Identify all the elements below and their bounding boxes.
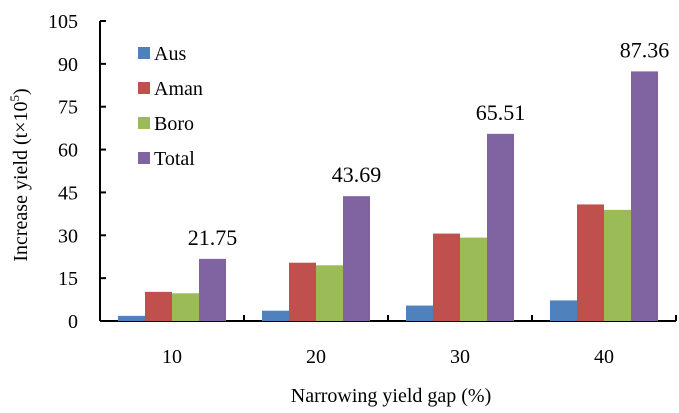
x-axis-title: Narrowing yield gap (%) xyxy=(291,385,492,407)
legend-swatch-aman xyxy=(138,82,150,94)
y-tick-label: 30 xyxy=(58,225,78,247)
x-tick-label: 40 xyxy=(594,346,614,368)
y-tick-label: 90 xyxy=(58,54,78,76)
legend-label: Aman xyxy=(154,78,203,100)
bar-aman-10 xyxy=(145,291,172,321)
bars xyxy=(118,71,658,322)
bar-aus-20 xyxy=(262,310,289,321)
x-tick-label: 10 xyxy=(162,346,182,368)
legend-swatch-boro xyxy=(138,117,150,129)
bar-aman-30 xyxy=(433,233,460,321)
y-axis-title: Increase yield (t×105) xyxy=(7,88,32,261)
bar-boro-20 xyxy=(316,265,343,321)
legend-swatch-total xyxy=(138,152,150,164)
bar-total-40 xyxy=(631,71,658,322)
bar-total-10 xyxy=(199,258,226,321)
legend-swatch-aus xyxy=(138,47,150,59)
legend-label: Aus xyxy=(154,43,186,65)
legend: Aus Aman Boro Total xyxy=(138,43,203,170)
y-axis-title-main: Increase yield (t×10 xyxy=(10,102,32,262)
bar-aus-30 xyxy=(406,305,433,321)
y-tick-label: 105 xyxy=(48,11,78,33)
data-label-total: 65.51 xyxy=(476,100,526,125)
bar-aus-10 xyxy=(118,315,145,321)
data-label-total: 43.69 xyxy=(332,162,382,187)
y-axis-title-superscript: 5 xyxy=(7,95,22,102)
y-tick-label: 60 xyxy=(58,140,78,162)
bar-boro-10 xyxy=(172,293,199,321)
y-tick-label: 45 xyxy=(58,182,78,204)
bar-total-20 xyxy=(343,196,370,321)
x-tick-label: 20 xyxy=(306,346,326,368)
x-axis: 10 20 30 40 xyxy=(99,315,677,368)
y-axis-title-end: ) xyxy=(10,88,32,95)
y-tick-label: 15 xyxy=(58,268,78,290)
bar-aus-40 xyxy=(550,300,577,321)
bar-aman-20 xyxy=(289,262,316,321)
bar-aman-40 xyxy=(577,204,604,321)
y-tick-label: 0 xyxy=(68,311,78,333)
x-tick-label: 30 xyxy=(450,346,470,368)
data-label-total: 21.75 xyxy=(188,225,238,250)
legend-label: Boro xyxy=(154,113,194,135)
y-axis: 0 15 30 45 60 75 90 105 xyxy=(48,11,106,333)
bar-boro-40 xyxy=(604,209,631,321)
y-tick-label: 75 xyxy=(58,97,78,119)
bar-boro-30 xyxy=(460,237,487,321)
bar-total-30 xyxy=(487,133,514,321)
legend-label: Total xyxy=(154,148,195,170)
data-label-total: 87.36 xyxy=(620,37,670,62)
data-labels: 21.75 43.69 65.51 87.36 xyxy=(188,37,670,249)
